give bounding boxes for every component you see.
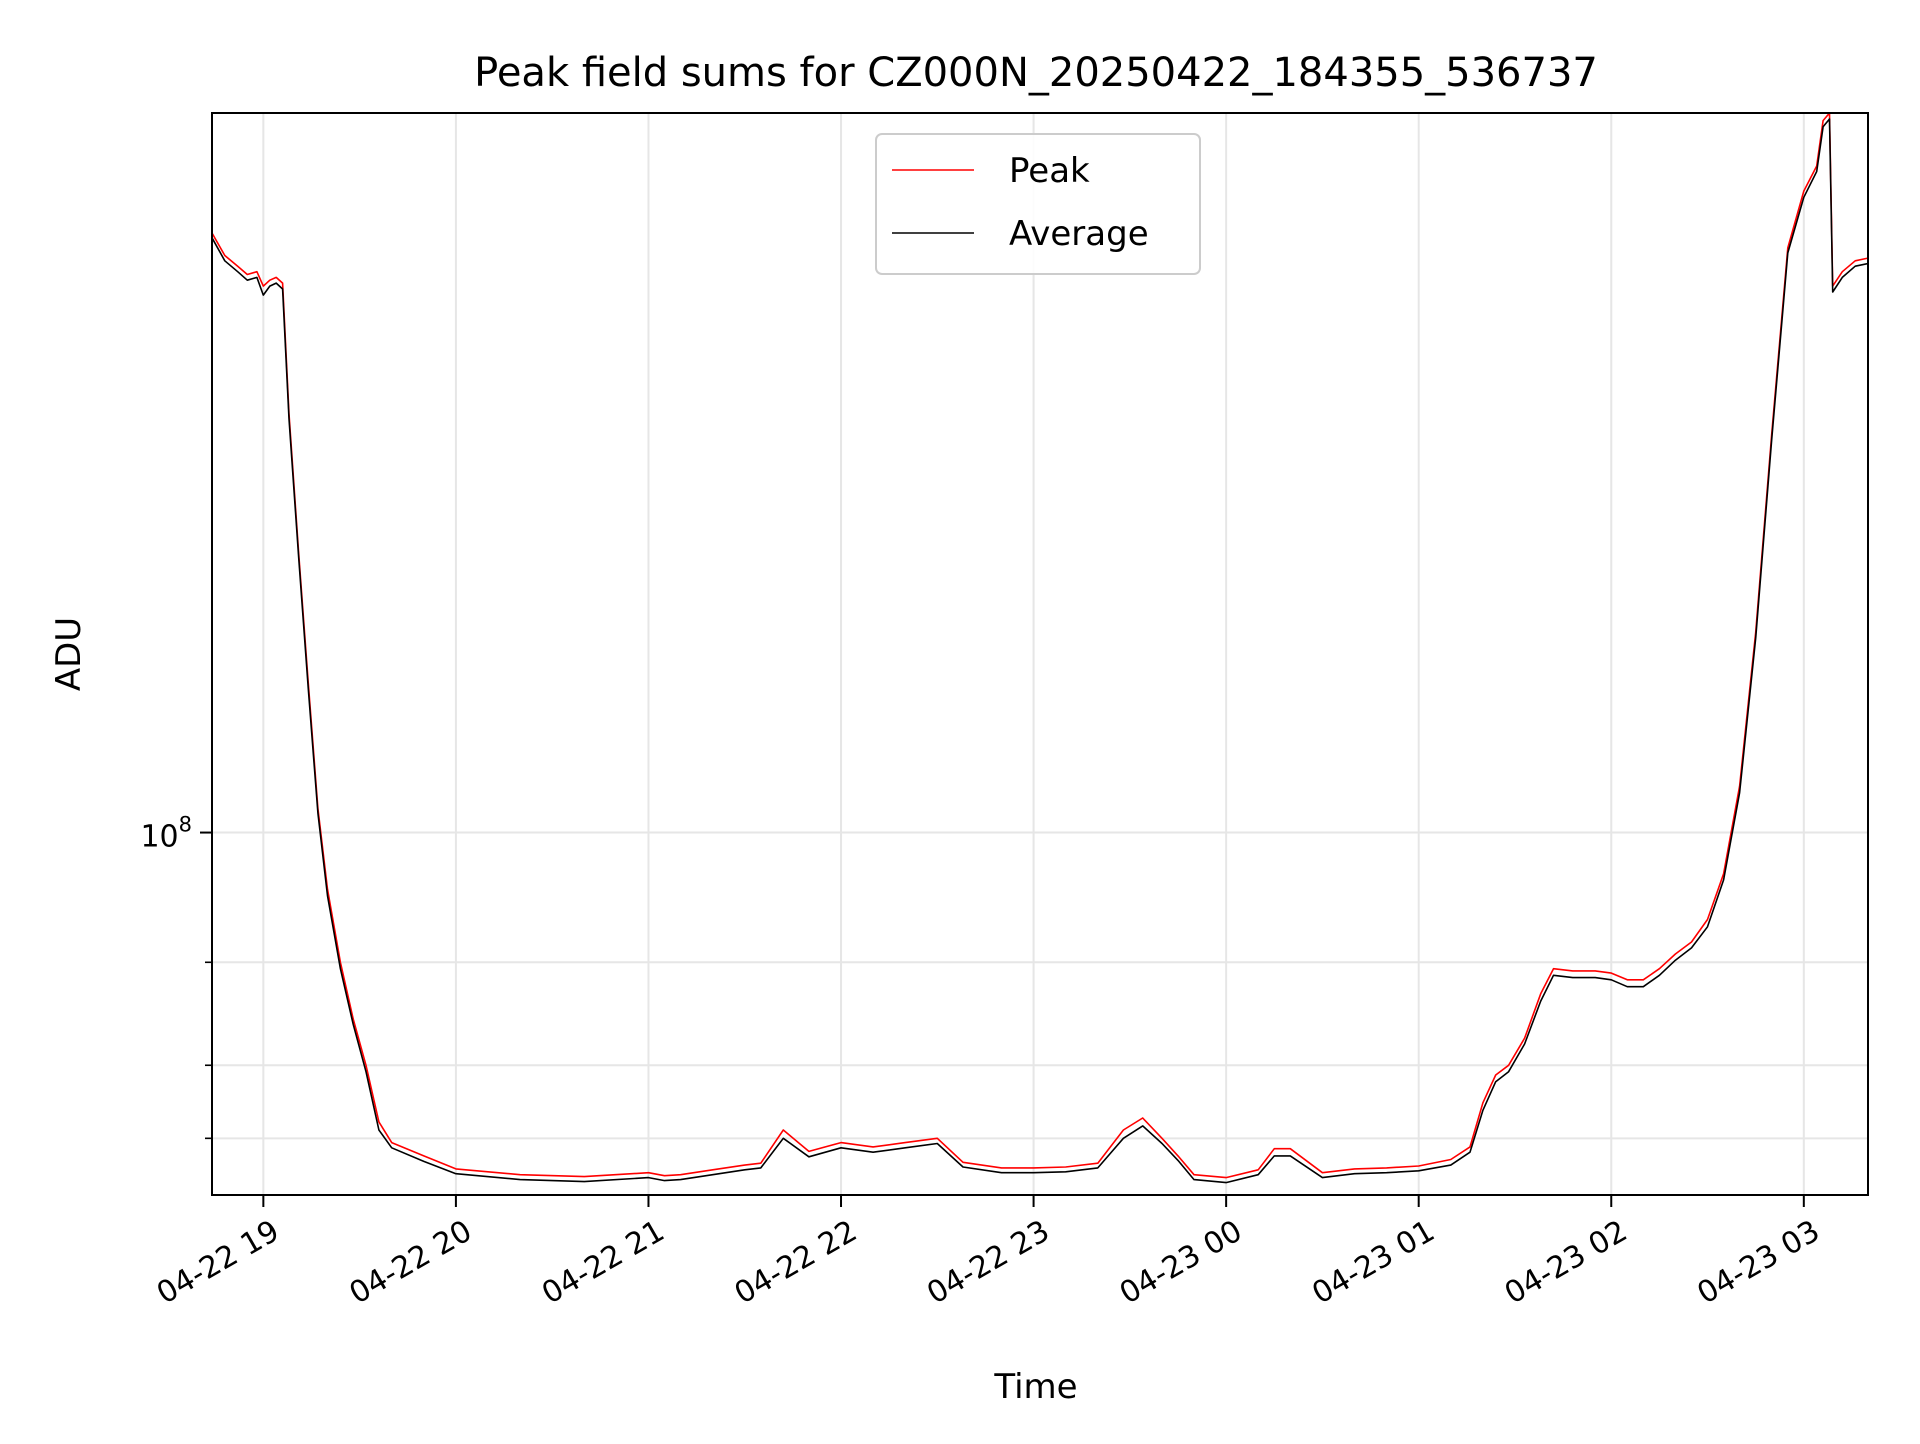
legend: Peak Average bbox=[875, 133, 1201, 275]
legend-label-average: Average bbox=[1009, 214, 1149, 254]
y-axis-label: ADU bbox=[49, 617, 89, 691]
series-line-average bbox=[212, 118, 1868, 1184]
series-line-peak bbox=[212, 113, 1868, 1179]
grid bbox=[212, 113, 1868, 1195]
chart-title: Peak field sums for CZ000N_20250422_1843… bbox=[474, 50, 1598, 96]
legend-box bbox=[875, 133, 1201, 275]
plot-frame bbox=[211, 112, 1869, 1196]
x-axis-label: Time bbox=[993, 1367, 1077, 1407]
y-tick-label: 108 bbox=[140, 813, 192, 855]
legend-label-peak: Peak bbox=[1009, 151, 1090, 191]
plot-lines bbox=[212, 113, 1868, 1184]
